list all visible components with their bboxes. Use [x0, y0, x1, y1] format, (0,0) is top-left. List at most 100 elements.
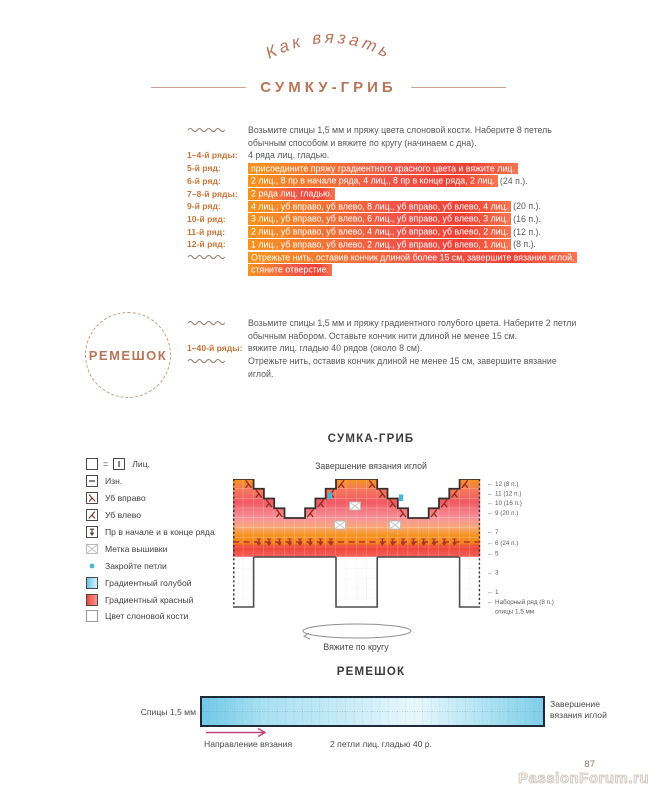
strap-finish-label: Завершение вязания иглой	[550, 699, 607, 720]
increase-icon	[86, 526, 98, 538]
ivory-swatch	[86, 610, 98, 623]
strap-chart-title: РЕМЕШОК	[336, 666, 406, 678]
row-label: ← 9 (20 п.)	[487, 510, 518, 517]
bag-chart: ← 12 (8 п.) ← 11 (12 п.) ← 10 (16 п.) ← …	[233, 479, 554, 616]
stitch-count: (8 п.).	[513, 239, 537, 250]
legend-item: Градиентный красный	[86, 591, 215, 608]
legend-label: Пр в начале и в конце ряда	[105, 527, 215, 537]
knit-in-round-label: Вяжите по кругу	[323, 642, 389, 652]
row-label: 7–8-й ряды:	[187, 188, 238, 199]
row-label: 12-й ряд:	[187, 239, 226, 250]
row-label: 9-й ряд:	[187, 201, 221, 212]
legend-label: Уб вправо	[105, 493, 146, 504]
instruction-row: 6-й ряд: 2 лиц., 8 пр в начале ряда, 4 л…	[187, 175, 579, 188]
bag-instructions: Возьмите спицы 1,5 мм и пряжу цвета слон…	[187, 124, 579, 276]
highlighted-text: 1 лиц., уб вправо, уб влево, 2 лиц., уб …	[248, 238, 512, 251]
instruction-text: Возьмите спицы 1,5 мм и пряжу цвета слон…	[248, 125, 552, 148]
row-label: ← 10 (16 п.)	[487, 500, 522, 507]
knit-stitch-icon	[113, 458, 126, 471]
instruction-text: 2 ряда лиц. гладью.	[248, 188, 579, 201]
arc-title-svg: Как вязать	[262, 28, 395, 63]
row-label: 5-й ряд:	[187, 163, 221, 174]
row-squiggle-icon	[187, 251, 248, 264]
decrease-left-icon	[86, 509, 98, 522]
legend-label: Метка вышивки	[105, 543, 168, 554]
highlighted-text: 2 лиц., 8 пр в начале ряда, 4 лиц., 8 пр…	[248, 175, 498, 187]
stitch-count: (16 п.).	[513, 213, 541, 224]
bag-chart-finish-label: Завершение вязания иглой	[315, 461, 427, 471]
instruction-row: 7–8-й ряды: 2 ряда лиц. гладью.	[187, 188, 579, 201]
strap-needles-label: Спицы 1,5 мм	[140, 707, 196, 717]
row-label: ← 11 (12 п.)	[487, 491, 521, 498]
instruction-row: 1–40-й ряды: вяжите лиц. гладью 40 рядов…	[187, 342, 579, 355]
instruction-text: Отрежьте нить, оставив кончик длиной бол…	[248, 251, 579, 276]
highlighted-text: 4 лиц., уб вправо, уб влево, 8 лиц., уб …	[248, 200, 512, 213]
instruction-row: 5-й ряд: присоедините пряжу градиентного…	[187, 162, 579, 175]
direction-arrow-icon	[206, 727, 267, 738]
instruction-text: 3 лиц., уб вправо, уб влево, 6 лиц., уб …	[248, 213, 579, 226]
legend-item: Уб вправо	[86, 490, 215, 507]
strap-instructions: Возьмите спицы 1,5 мм и пряжу градиентно…	[187, 317, 579, 381]
round-arrow-icon	[302, 623, 412, 640]
legend-item: = Лиц.	[86, 456, 215, 473]
row-label: 1–40-й ряды:	[187, 343, 243, 354]
row-label: 1–4-й ряды:	[187, 150, 238, 161]
row-label: ← 5	[487, 551, 499, 558]
legend-item: Градиентный голубой	[86, 574, 215, 591]
row-label: 10-й ряд:	[187, 213, 226, 224]
highlighted-text: присоедините пряжу градиентного красного…	[248, 162, 518, 175]
page-number: 87	[584, 759, 595, 770]
row-squiggle-icon	[187, 124, 248, 137]
instruction-row: Возьмите спицы 1,5 мм и пряжу цвета слон…	[187, 124, 579, 149]
strap-caption: 2 петли лиц. гладью 40 р.	[330, 739, 432, 749]
divider-line-right	[410, 87, 506, 88]
row-label: ← 12 (8 п.)	[487, 481, 518, 488]
strap-stamp-label: РЕМЕШОК	[88, 347, 168, 363]
bind-off-icon	[89, 563, 95, 569]
mushroom-cap-shape	[233, 479, 481, 558]
instruction-text: Отрежьте нить, оставив кончик длиной не …	[248, 356, 557, 379]
purl-stitch-icon	[86, 475, 98, 488]
instruction-text: 4 ряда лиц. гладью.	[248, 150, 330, 161]
decrease-right-icon	[86, 492, 98, 505]
row-label: 11-й ряд:	[187, 226, 226, 237]
highlighted-text: 2 ряда лиц. гладью.	[248, 188, 336, 200]
stitch-count: (20 п.).	[513, 201, 541, 212]
strap-stamp: РЕМЕШОК	[85, 312, 171, 398]
legend-label: Изн.	[105, 476, 123, 487]
legend-label: Лиц.	[132, 459, 151, 470]
row-squiggle-icon	[187, 317, 248, 330]
stitch-count: (12 п.).	[513, 226, 541, 237]
instruction-row: 12-й ряд: 1 лиц., уб вправо, уб влево, 2…	[187, 238, 579, 251]
legend-item: Изн.	[86, 473, 215, 490]
instruction-row: 1–4-й ряды: 4 ряда лиц. гладью.	[187, 149, 579, 162]
empty-cell-icon	[86, 458, 98, 471]
mushroom-stem-legs	[233, 557, 481, 608]
equals-sign: =	[103, 459, 109, 470]
highlighted-text: 3 лиц., уб вправо, уб влево, 6 лиц., уб …	[248, 213, 512, 225]
instruction-text: присоедините пряжу градиентного красного…	[248, 162, 579, 175]
instruction-text: 2 лиц., уб вправо, уб влево, 4 лиц., уб …	[248, 226, 579, 239]
gradient-red-swatch	[86, 593, 98, 606]
instruction-row: Отрежьте нить, оставив кончик длиной не …	[187, 355, 579, 380]
row-label: 6-й ряд:	[187, 175, 221, 186]
bag-chart-title: СУМКА-ГРИБ	[327, 433, 415, 445]
stitch-count: (24 п.).	[499, 175, 528, 186]
page-title: СУМКУ-ГРИБ	[260, 79, 397, 96]
divider-line-left	[151, 87, 247, 88]
arc-title: Как вязать	[262, 28, 395, 63]
row-squiggle-icon	[187, 355, 248, 368]
gradient-blue-swatch	[86, 576, 98, 589]
chart-side-dashed-edges	[233, 479, 481, 607]
legend-item: Закройте петли	[86, 557, 215, 574]
instruction-row: Возьмите спицы 1,5 мм и пряжу градиентно…	[187, 317, 579, 342]
row-number-labels: ← 12 (8 п.) ← 11 (12 п.) ← 10 (16 п.) ← …	[487, 481, 554, 616]
row-label: спицы 1,5 мм	[495, 609, 534, 616]
legend-item: Метка вышивки	[86, 540, 215, 557]
highlighted-text: 2 лиц., уб вправо, уб влево, 4 лиц., уб …	[248, 226, 512, 238]
legend-label: Уб влево	[105, 510, 141, 521]
row-label: ← 1	[487, 589, 499, 596]
row-label: ← 6 (24 п.)	[487, 540, 518, 547]
legend-label: Цвет слоновой кости	[105, 611, 189, 622]
legend-label: Градиентный голубой	[105, 577, 192, 588]
